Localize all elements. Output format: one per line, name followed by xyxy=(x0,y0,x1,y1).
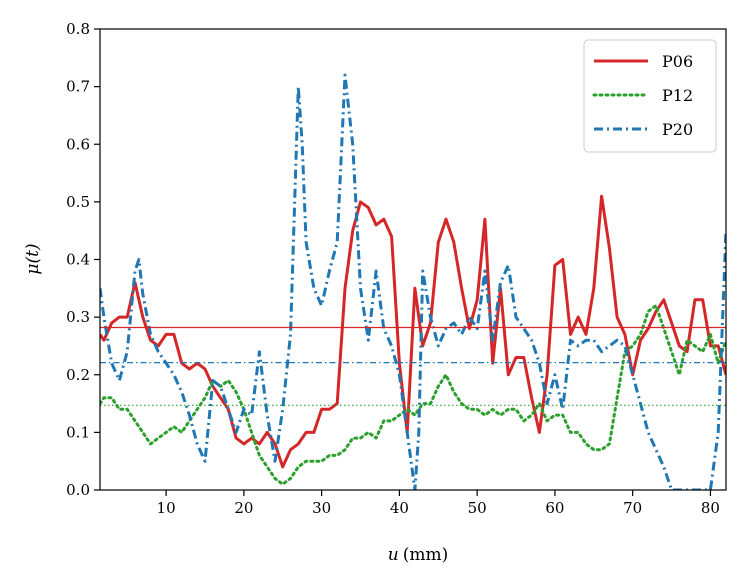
x-tick-label: 60 xyxy=(545,499,564,517)
legend-label-p12: P12 xyxy=(662,86,693,105)
x-axis: 10 20 30 40 50 60 70 80 xyxy=(157,490,720,517)
y-tick-label: 0.7 xyxy=(66,78,90,96)
y-tick-label: 0.2 xyxy=(66,366,90,384)
y-tick-label: 0.4 xyxy=(66,251,90,269)
legend: P06 P12 P20 xyxy=(583,39,717,153)
x-tick-label: 20 xyxy=(234,499,253,517)
mean-lines xyxy=(100,326,726,406)
x-axis-label-var: u xyxy=(388,545,399,565)
y-axis: 0.0 0.1 0.2 0.3 0.4 0.5 0.6 0.7 0.8 xyxy=(66,20,100,499)
y-tick-label: 0.0 xyxy=(66,481,90,499)
series-line-p06 xyxy=(100,194,726,469)
series-layer xyxy=(100,73,726,490)
series-line-p20 xyxy=(100,73,726,490)
y-tick-label: 0.3 xyxy=(66,308,90,326)
x-tick-label: 50 xyxy=(468,499,487,517)
x-tick-label: 10 xyxy=(157,499,176,517)
y-tick-label: 0.8 xyxy=(66,20,90,38)
x-axis-label-unit: (mm) xyxy=(403,545,449,565)
legend-box xyxy=(583,39,717,153)
series-line-p12 xyxy=(100,304,726,486)
legend-label-p06: P06 xyxy=(662,52,693,71)
x-axis-label: u (mm) xyxy=(388,545,448,565)
y-tick-label: 0.6 xyxy=(66,135,90,153)
x-tick-label: 40 xyxy=(390,499,409,517)
y-axis-label: μ(t) xyxy=(23,243,43,274)
legend-label-p20: P20 xyxy=(662,120,693,139)
y-tick-label: 0.5 xyxy=(66,193,90,211)
x-tick-label: 80 xyxy=(701,499,720,517)
x-tick-label: 70 xyxy=(623,499,642,517)
y-tick-label: 0.1 xyxy=(66,423,90,441)
x-tick-label: 30 xyxy=(312,499,331,517)
